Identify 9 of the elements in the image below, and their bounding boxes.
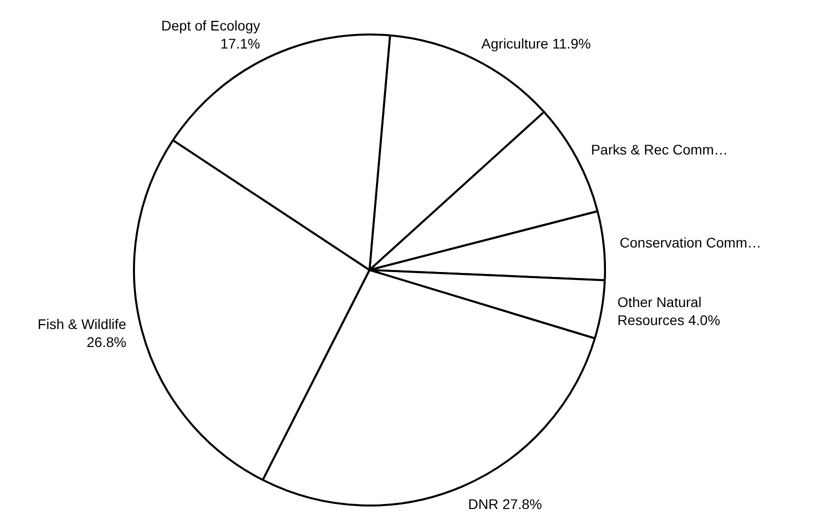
- slice-label: Other Natural Resources 4.0%: [617, 294, 720, 328]
- slice-label: Agriculture 11.9%: [481, 36, 591, 52]
- slice-label: Fish & Wildlife: [38, 316, 127, 332]
- slice-label: Parks & Rec Comm…: [590, 142, 728, 158]
- slice-label: Conservation Comm…: [620, 234, 762, 251]
- slice-label: DNR 27.8%: [468, 496, 542, 512]
- slice-label: Dept of Ecology: [161, 17, 260, 34]
- data-label: 26.8%: [86, 334, 126, 350]
- data-label: 17.1%: [220, 35, 260, 52]
